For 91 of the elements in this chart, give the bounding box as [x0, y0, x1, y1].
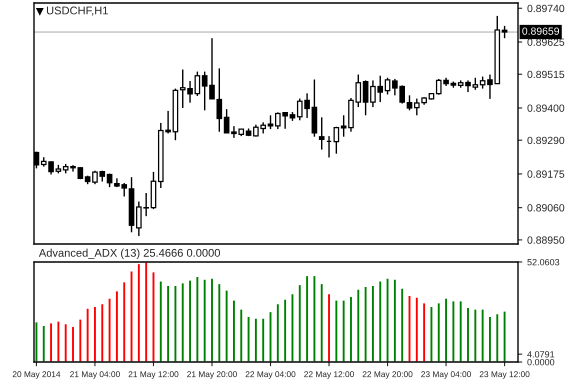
- bar: [202, 278, 208, 362]
- bar: [400, 287, 405, 362]
- bar: [472, 308, 478, 362]
- y-tick-label: 0.89400: [527, 104, 564, 112]
- bar: [107, 297, 112, 362]
- bar: [188, 279, 192, 362]
- bar: [254, 317, 258, 362]
- y-tick-label: 0.89290: [527, 136, 564, 144]
- y-tick-label: 0.89515: [527, 70, 564, 78]
- bar: [466, 306, 470, 362]
- bar: [216, 282, 222, 362]
- x-tick-label: 21 May 20:00: [187, 371, 237, 379]
- bar: [356, 288, 361, 362]
- ref-line-label: 0.89659: [522, 27, 560, 35]
- bar: [385, 277, 390, 362]
- bar: [429, 306, 434, 362]
- bar: [129, 270, 134, 362]
- bar: [63, 322, 68, 362]
- bar: [312, 274, 317, 362]
- bar: [436, 302, 442, 362]
- bar: [319, 282, 324, 362]
- x-tick-label: 22 May 20:00: [362, 371, 412, 379]
- bar: [136, 262, 142, 362]
- bar: [151, 271, 156, 362]
- bar: [502, 310, 507, 362]
- bar: [348, 296, 354, 362]
- y-tick-label: 0.0000: [527, 358, 554, 366]
- bar: [210, 277, 214, 362]
- bar: [56, 320, 61, 362]
- bar: [407, 294, 412, 362]
- x-tick-label: 22 May 04:00: [246, 371, 296, 379]
- bar: [392, 278, 398, 362]
- bar: [268, 310, 273, 362]
- bar: [260, 317, 266, 362]
- bar: [224, 289, 229, 362]
- bar: [363, 286, 368, 362]
- bar: [246, 316, 251, 362]
- bar: [70, 326, 76, 362]
- y-tick-label: 0.89175: [527, 170, 564, 178]
- bar: [85, 307, 90, 362]
- bar: [444, 297, 448, 362]
- bar: [92, 306, 98, 362]
- y-tick-label: 0.89060: [527, 204, 564, 212]
- bar: [326, 292, 332, 362]
- bar: [451, 300, 456, 362]
- bar: [458, 300, 464, 362]
- bar: [78, 318, 83, 362]
- chart-title: Advanced_ADX (13) 25.4666 0.0000: [38, 248, 220, 259]
- x-tick-label: 23 May 12:00: [480, 371, 530, 379]
- bar: [494, 312, 500, 362]
- chart-title: USDCHF,H1: [46, 6, 108, 16]
- bar: [480, 308, 485, 362]
- bar: [114, 290, 120, 362]
- bar: [378, 280, 383, 362]
- candlestick: [318, 116, 325, 150]
- x-tick-label: 21 May 04:00: [70, 371, 120, 379]
- bar: [370, 284, 376, 362]
- bar: [41, 324, 46, 362]
- bar: [422, 302, 426, 362]
- bar: [488, 316, 492, 362]
- y-tick-label: 52.0603: [527, 258, 560, 266]
- bar: [238, 308, 244, 362]
- bar: [414, 296, 420, 362]
- bar: [282, 298, 288, 362]
- bar: [304, 274, 310, 362]
- bar: [297, 284, 302, 362]
- bar: [166, 284, 170, 362]
- bar: [180, 282, 186, 362]
- bar: [173, 284, 178, 362]
- bar: [334, 299, 339, 362]
- bar: [48, 322, 54, 362]
- y-tick-label: 0.88950: [527, 236, 564, 244]
- bar: [232, 299, 236, 362]
- bar: [275, 302, 280, 362]
- x-tick-label: 22 May 12:00: [304, 371, 354, 379]
- bar: [122, 281, 127, 362]
- y-tick-label: 4.0791: [527, 351, 554, 358]
- x-tick-label: 23 May 04:00: [421, 371, 471, 379]
- bar: [341, 299, 346, 362]
- bar: [290, 292, 295, 362]
- x-tick-label: 20 May 2014: [12, 371, 60, 379]
- bar: [100, 302, 105, 362]
- x-tick-label: 21 May 12:00: [128, 371, 178, 379]
- bar: [34, 320, 39, 362]
- candlestick: [334, 126, 340, 154]
- y-tick-label: 0.89740: [527, 4, 564, 12]
- bar: [195, 276, 200, 362]
- candlestick: [502, 25, 508, 39]
- bar: [158, 280, 164, 362]
- candlestick: [121, 182, 128, 198]
- bar: [144, 262, 148, 362]
